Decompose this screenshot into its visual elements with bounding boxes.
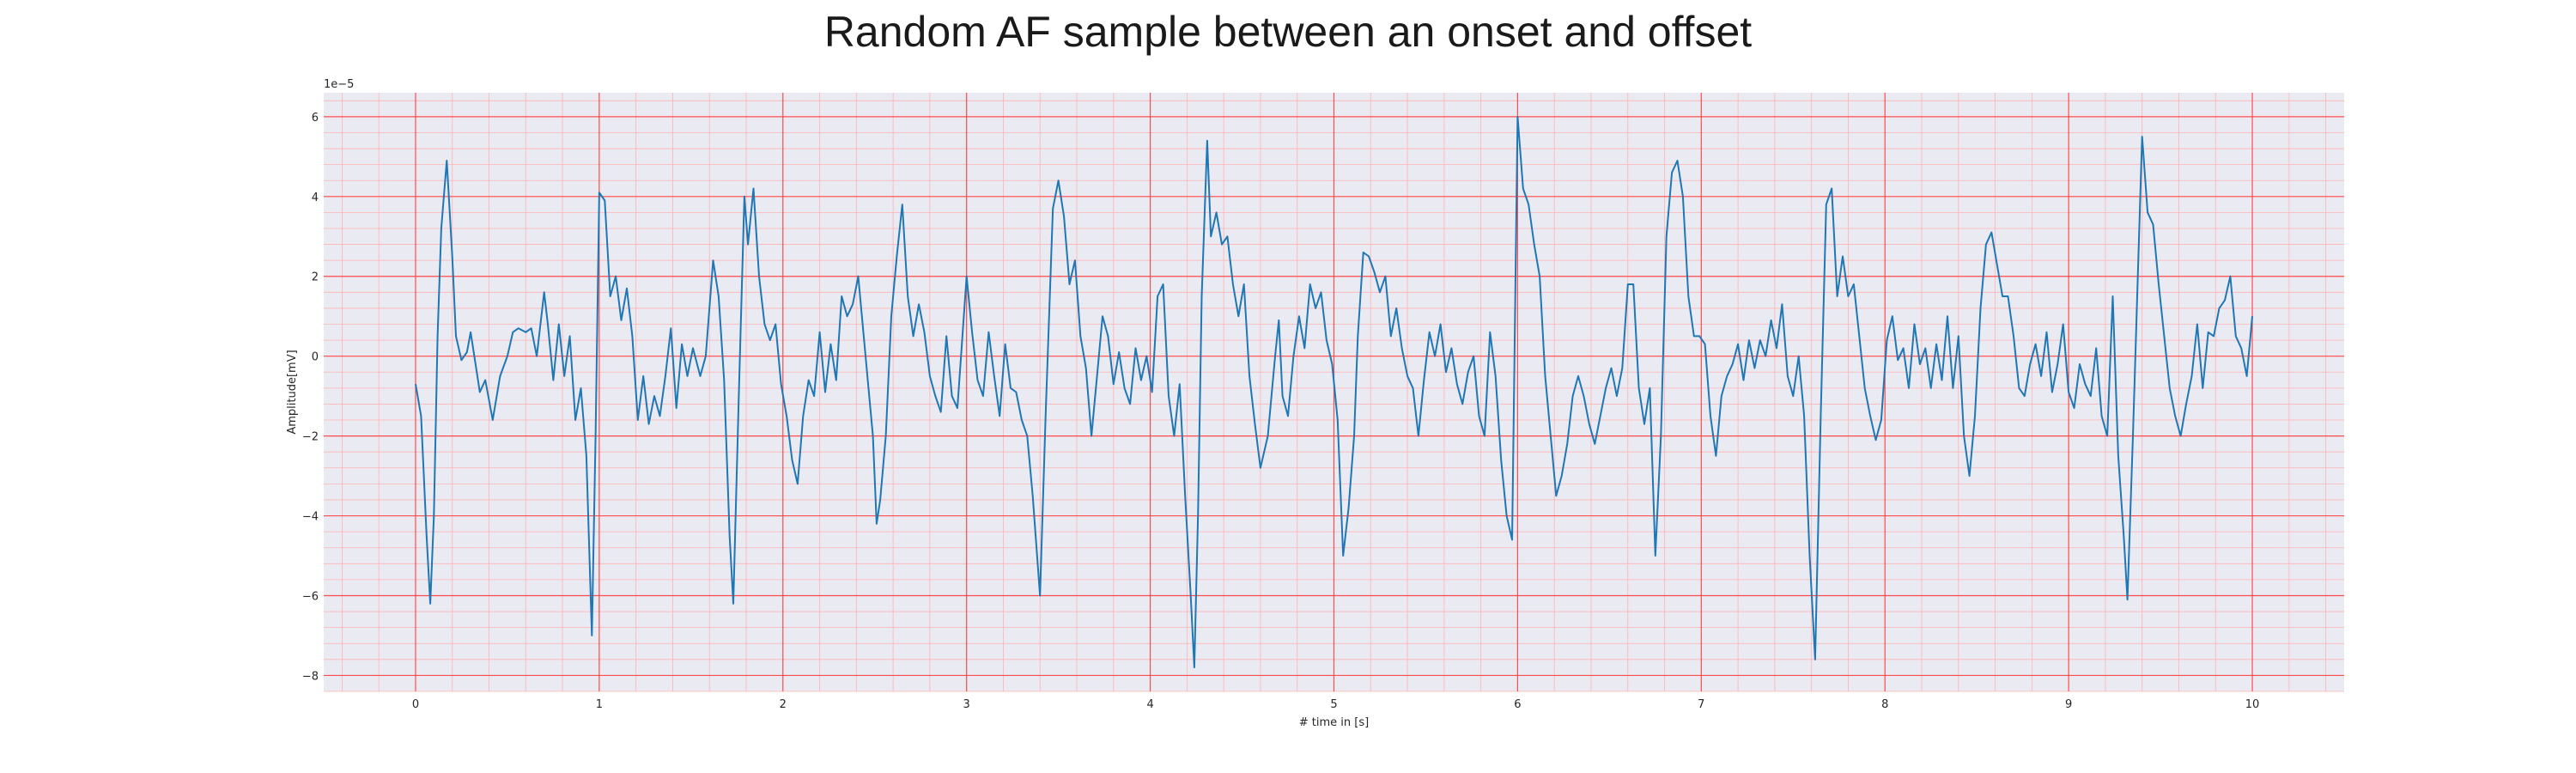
- series-line: [415, 115, 2253, 669]
- y-tick-label: 4: [312, 192, 319, 204]
- x-tick-label: 0: [412, 698, 419, 711]
- x-axis-label: # time in [s]: [1299, 716, 1369, 729]
- x-tick-labels: 0 1 2 3 4 5 6 7 8 9 10: [412, 698, 2260, 711]
- y-tick-labels: −8 −6 −4 −2 0 2 4 6: [302, 112, 319, 684]
- x-tick-label: 2: [780, 698, 787, 711]
- y-tick-label: 0: [312, 351, 319, 364]
- y-tick-label: −6: [302, 590, 319, 603]
- y-tick-label: −8: [302, 670, 319, 683]
- y-offset-text: 1e−5: [324, 78, 354, 91]
- y-axis-label: Amplitude[mV]: [286, 350, 299, 434]
- x-tick-label: 6: [1514, 698, 1521, 711]
- x-tick-label: 1: [596, 698, 603, 711]
- y-tick-label: −4: [302, 511, 319, 524]
- major-grid: [324, 93, 2344, 691]
- y-tick-label: −2: [302, 431, 319, 444]
- x-tick-label: 8: [1881, 698, 1888, 711]
- x-tick-label: 3: [963, 698, 970, 711]
- x-tick-label: 9: [2065, 698, 2072, 711]
- y-tick-label: 6: [312, 112, 319, 125]
- x-tick-label: 7: [1698, 698, 1704, 711]
- x-tick-label: 5: [1330, 698, 1337, 711]
- x-tick-label: 4: [1146, 698, 1153, 711]
- x-tick-label: 10: [2245, 698, 2260, 711]
- chart-title: Random AF sample between an onset and of…: [823, 8, 1753, 56]
- y-tick-label: 2: [312, 271, 319, 284]
